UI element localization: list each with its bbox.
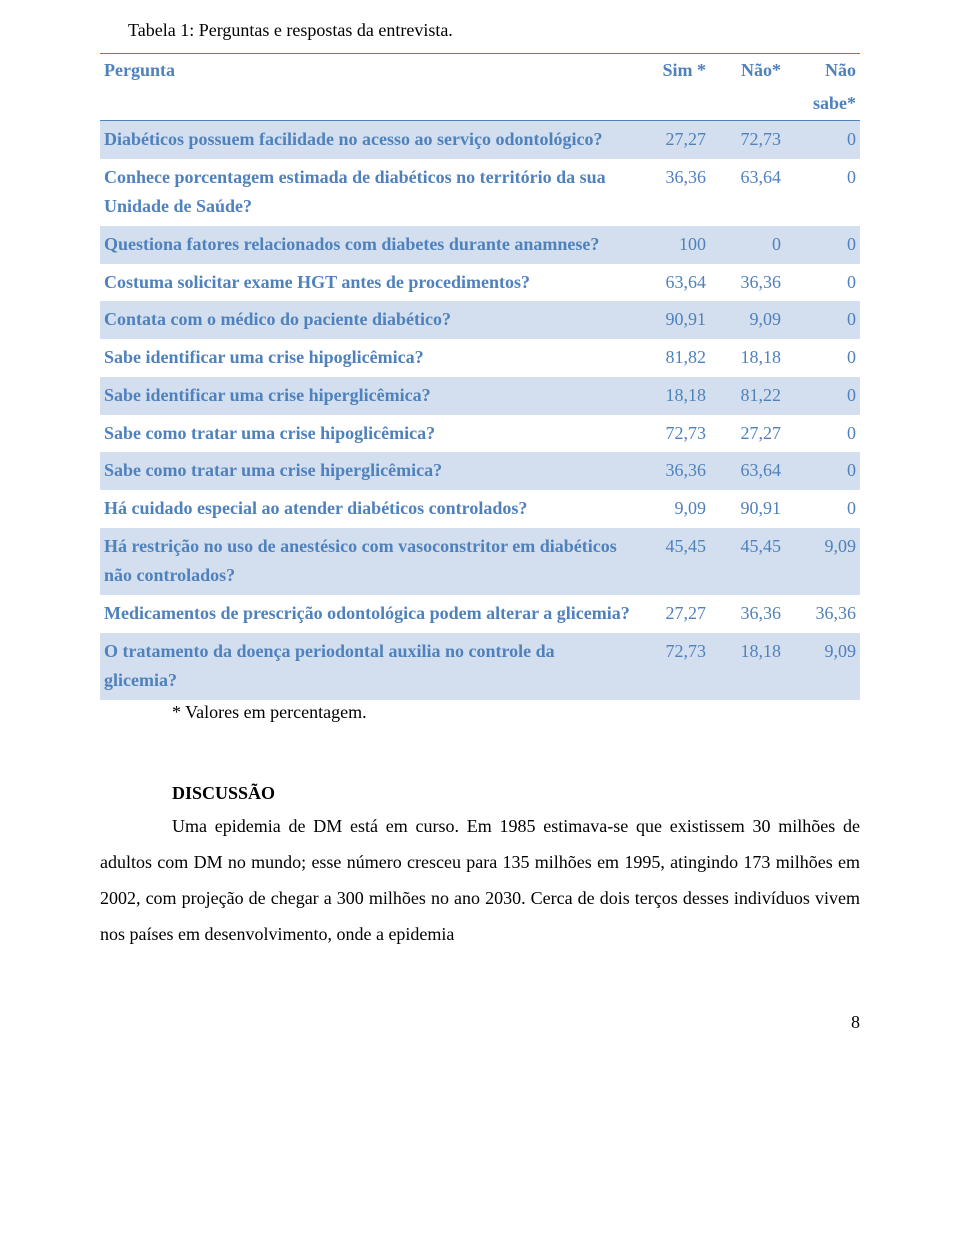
cell-nao: 27,27 xyxy=(710,415,785,453)
table-row: Conhece porcentagem estimada de diabétic… xyxy=(100,159,860,226)
cell-nao-sabe: 0 xyxy=(785,490,860,528)
header-blank2 xyxy=(635,87,710,121)
cell-nao: 18,18 xyxy=(710,339,785,377)
table-row: Há restrição no uso de anestésico com va… xyxy=(100,528,860,595)
table-row: Diabéticos possuem facilidade no acesso … xyxy=(100,121,860,159)
cell-question: Sabe identificar uma crise hiperglicêmic… xyxy=(100,377,635,415)
cell-nao-sabe: 0 xyxy=(785,452,860,490)
cell-nao-sabe: 0 xyxy=(785,226,860,264)
cell-sim: 9,09 xyxy=(635,490,710,528)
header-row-1: Pergunta Sim * Não* Não xyxy=(100,54,860,88)
cell-sim: 36,36 xyxy=(635,452,710,490)
table-row: Há cuidado especial ao atender diabético… xyxy=(100,490,860,528)
cell-sim: 18,18 xyxy=(635,377,710,415)
cell-nao: 18,18 xyxy=(710,633,785,700)
cell-nao-sabe: 0 xyxy=(785,264,860,302)
cell-nao: 81,22 xyxy=(710,377,785,415)
table-row: Medicamentos de prescrição odontológica … xyxy=(100,595,860,633)
table-row: Sabe identificar uma crise hipoglicêmica… xyxy=(100,339,860,377)
cell-nao: 36,36 xyxy=(710,595,785,633)
cell-question: Diabéticos possuem facilidade no acesso … xyxy=(100,121,635,159)
cell-nao-sabe: 0 xyxy=(785,339,860,377)
cell-nao: 63,64 xyxy=(710,159,785,226)
cell-nao-sabe: 0 xyxy=(785,159,860,226)
header-nao: Não* xyxy=(710,54,785,88)
cell-nao: 72,73 xyxy=(710,121,785,159)
cell-nao-sabe: 9,09 xyxy=(785,528,860,595)
discussion-paragraph: Uma epidemia de DM está em curso. Em 198… xyxy=(100,808,860,952)
table-row: Contata com o médico do paciente diabéti… xyxy=(100,301,860,339)
cell-sim: 36,36 xyxy=(635,159,710,226)
table-body: Diabéticos possuem facilidade no acesso … xyxy=(100,121,860,701)
cell-nao-sabe: 0 xyxy=(785,301,860,339)
header-blank1 xyxy=(100,87,635,121)
header-question: Pergunta xyxy=(100,54,635,88)
cell-sim: 100 xyxy=(635,226,710,264)
cell-sim: 81,82 xyxy=(635,339,710,377)
cell-sim: 45,45 xyxy=(635,528,710,595)
table-row: Questiona fatores relacionados com diabe… xyxy=(100,226,860,264)
cell-question: Medicamentos de prescrição odontológica … xyxy=(100,595,635,633)
header-sim: Sim * xyxy=(635,54,710,88)
cell-question: Questiona fatores relacionados com diabe… xyxy=(100,226,635,264)
table-row: Sabe como tratar uma crise hipoglicêmica… xyxy=(100,415,860,453)
header-nao-sabe-top: Não xyxy=(785,54,860,88)
cell-nao: 63,64 xyxy=(710,452,785,490)
cell-question: Sabe identificar uma crise hipoglicêmica… xyxy=(100,339,635,377)
cell-nao: 90,91 xyxy=(710,490,785,528)
table-row: Costuma solicitar exame HGT antes de pro… xyxy=(100,264,860,302)
cell-nao-sabe: 36,36 xyxy=(785,595,860,633)
cell-nao-sabe: 0 xyxy=(785,121,860,159)
cell-nao-sabe: 0 xyxy=(785,377,860,415)
cell-sim: 27,27 xyxy=(635,595,710,633)
cell-question: Há cuidado especial ao atender diabético… xyxy=(100,490,635,528)
cell-nao: 9,09 xyxy=(710,301,785,339)
table-footnote: * Valores em percentagem. xyxy=(100,702,860,723)
data-table: Pergunta Sim * Não* Não sabe* Diabéticos… xyxy=(100,53,860,700)
table-caption: Tabela 1: Perguntas e respostas da entre… xyxy=(100,20,860,41)
cell-question: Sabe como tratar uma crise hipoglicêmica… xyxy=(100,415,635,453)
discussion-heading: DISCUSSÃO xyxy=(100,783,860,804)
cell-nao-sabe: 9,09 xyxy=(785,633,860,700)
cell-nao: 36,36 xyxy=(710,264,785,302)
cell-question: Sabe como tratar uma crise hiperglicêmic… xyxy=(100,452,635,490)
table-row: Sabe identificar uma crise hiperglicêmic… xyxy=(100,377,860,415)
cell-sim: 72,73 xyxy=(635,633,710,700)
header-blank3 xyxy=(710,87,785,121)
cell-question: Costuma solicitar exame HGT antes de pro… xyxy=(100,264,635,302)
cell-nao: 45,45 xyxy=(710,528,785,595)
table-row: O tratamento da doença periodontal auxil… xyxy=(100,633,860,700)
header-row-2: sabe* xyxy=(100,87,860,121)
cell-question: O tratamento da doença periodontal auxil… xyxy=(100,633,635,700)
table-row: Sabe como tratar uma crise hiperglicêmic… xyxy=(100,452,860,490)
cell-question: Contata com o médico do paciente diabéti… xyxy=(100,301,635,339)
cell-nao: 0 xyxy=(710,226,785,264)
header-nao-sabe-bottom: sabe* xyxy=(785,87,860,121)
page-number: 8 xyxy=(100,1012,860,1033)
cell-question: Conhece porcentagem estimada de diabétic… xyxy=(100,159,635,226)
cell-sim: 90,91 xyxy=(635,301,710,339)
cell-sim: 63,64 xyxy=(635,264,710,302)
cell-question: Há restrição no uso de anestésico com va… xyxy=(100,528,635,595)
cell-sim: 72,73 xyxy=(635,415,710,453)
table-header: Pergunta Sim * Não* Não sabe* xyxy=(100,54,860,121)
cell-sim: 27,27 xyxy=(635,121,710,159)
cell-nao-sabe: 0 xyxy=(785,415,860,453)
